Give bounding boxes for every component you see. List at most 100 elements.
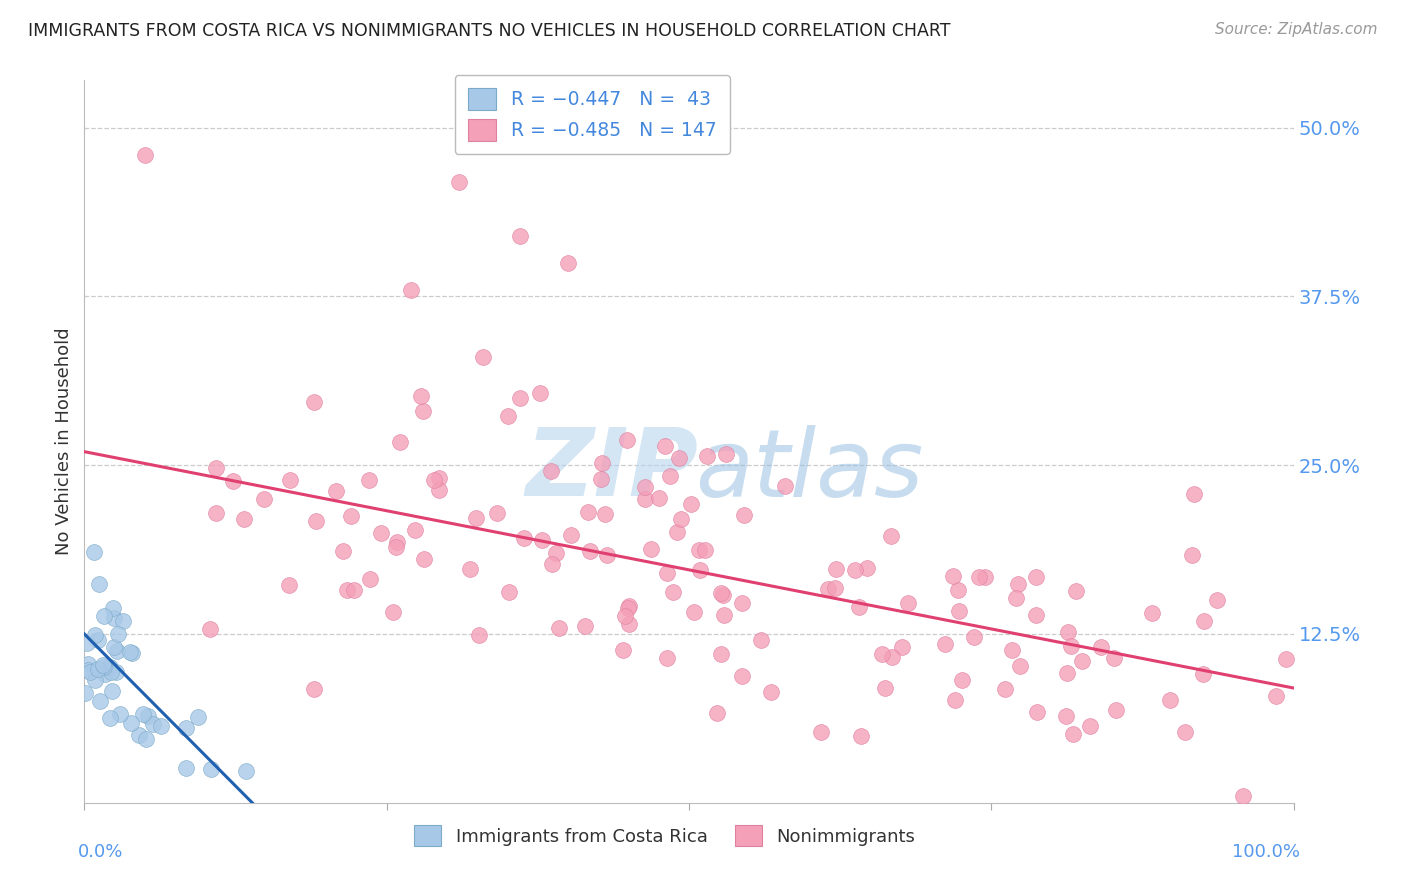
Point [619, 617, 641, 632]
Point [76, 636, 98, 650]
Point [1105, 703, 1128, 717]
Point [668, 450, 690, 465]
Point [325, 484, 347, 499]
Point [385, 535, 408, 549]
Point [759, 685, 782, 699]
Point [205, 461, 228, 475]
Point [730, 597, 752, 611]
Point [967, 570, 990, 584]
Point [1064, 583, 1087, 598]
Point [404, 523, 426, 537]
Point [589, 472, 612, 486]
Point [945, 693, 967, 707]
Point [134, 147, 156, 161]
Point [200, 622, 222, 636]
Point [83, 545, 105, 559]
Point [683, 605, 706, 619]
Point [942, 569, 965, 583]
Point [174, 721, 197, 735]
Point [1140, 607, 1163, 621]
Point [132, 706, 155, 721]
Point [76, 657, 98, 671]
Point [530, 533, 553, 547]
Point [875, 681, 897, 695]
Point [118, 645, 141, 659]
Point [121, 646, 143, 660]
Point [890, 640, 912, 655]
Point [464, 511, 486, 525]
Point [399, 283, 422, 297]
Point [714, 447, 737, 461]
Point [1090, 640, 1112, 654]
Point [389, 434, 412, 449]
Point [825, 561, 848, 575]
Point [548, 621, 571, 635]
Point [86, 632, 108, 647]
Point [98, 711, 121, 725]
Point [1057, 624, 1080, 639]
Point [544, 546, 567, 560]
Point [101, 600, 124, 615]
Point [634, 492, 657, 507]
Point [1159, 692, 1181, 706]
Point [593, 508, 616, 522]
Point [560, 528, 582, 542]
Point [411, 389, 433, 403]
Point [135, 731, 157, 746]
Point [385, 540, 408, 554]
Point [174, 761, 197, 775]
Point [359, 572, 381, 586]
Point [817, 582, 839, 596]
Point [1102, 650, 1125, 665]
Point [1001, 643, 1024, 657]
Point [640, 541, 662, 556]
Point [278, 578, 301, 592]
Point [278, 473, 301, 487]
Point [1078, 719, 1101, 733]
Point [93, 666, 115, 681]
Point [612, 642, 634, 657]
Point [423, 473, 446, 487]
Point [79, 665, 101, 680]
Point [104, 665, 127, 680]
Point [730, 669, 752, 683]
Point [1025, 607, 1047, 622]
Point [235, 764, 257, 778]
Point [107, 627, 129, 641]
Point [1192, 615, 1215, 629]
Point [187, 709, 209, 723]
Point [357, 473, 380, 487]
Point [749, 632, 772, 647]
Point [950, 673, 973, 687]
Point [659, 469, 682, 483]
Point [710, 647, 733, 661]
Point [200, 763, 222, 777]
Point [332, 544, 354, 558]
Point [381, 605, 404, 619]
Point [253, 492, 276, 507]
Point [336, 583, 359, 598]
Point [485, 506, 508, 520]
Point [103, 640, 125, 654]
Point [619, 599, 641, 613]
Point [576, 505, 599, 519]
Point [973, 570, 995, 584]
Point [1056, 666, 1078, 681]
Point [1054, 708, 1077, 723]
Point [142, 717, 165, 731]
Point [540, 464, 562, 478]
Point [662, 585, 685, 599]
Point [713, 607, 735, 622]
Point [880, 529, 903, 543]
Point [101, 684, 124, 698]
Point [669, 512, 692, 526]
Point [128, 728, 150, 742]
Point [472, 350, 495, 364]
Point [1070, 654, 1092, 668]
Point [963, 630, 986, 644]
Point [98, 659, 121, 673]
Point [509, 228, 531, 243]
Point [706, 706, 728, 720]
Point [1025, 570, 1047, 584]
Point [591, 456, 613, 470]
